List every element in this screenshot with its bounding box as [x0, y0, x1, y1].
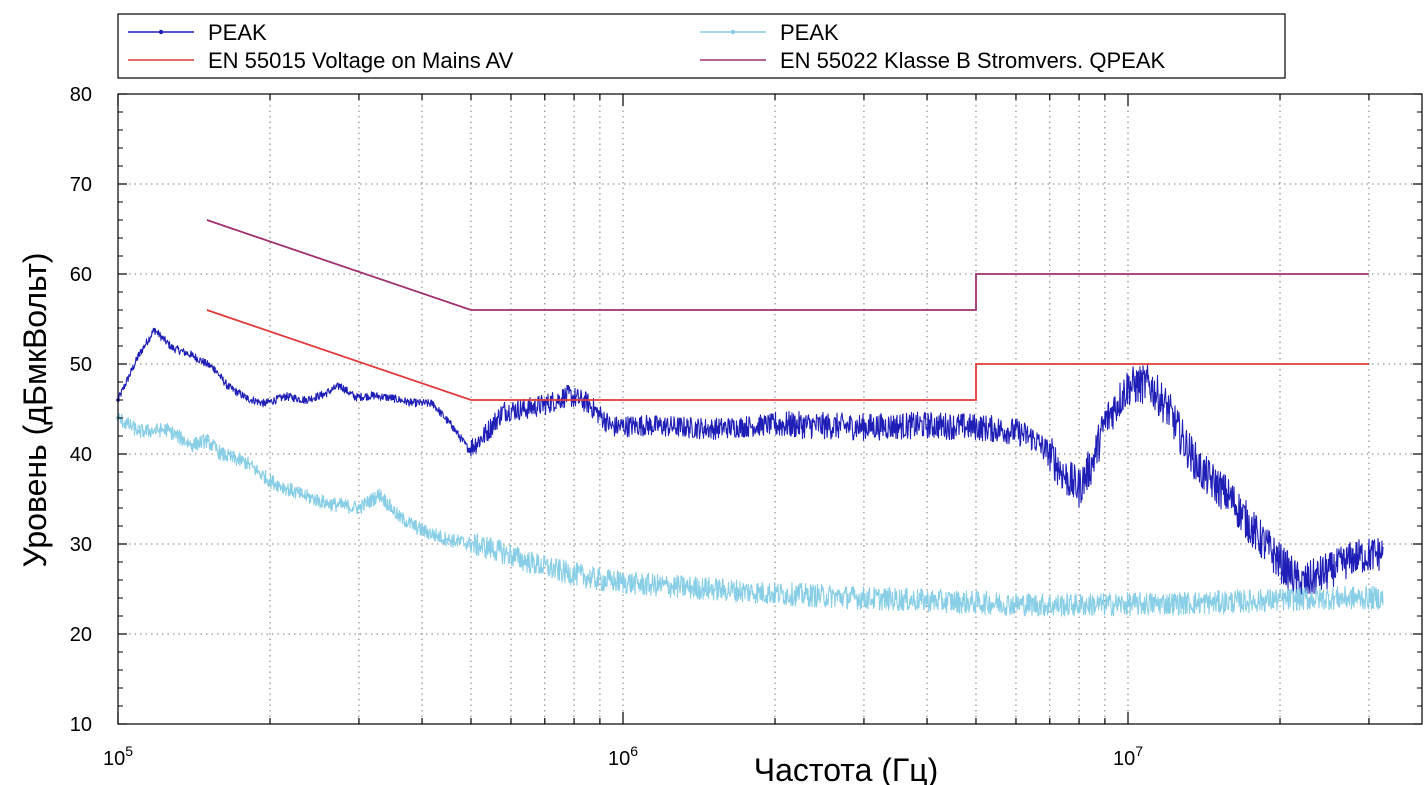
data-point [378, 492, 382, 497]
data-point [245, 396, 249, 401]
series-4 [206, 219, 1369, 311]
data-point [165, 427, 169, 432]
data-point [420, 528, 424, 533]
data-point [205, 438, 209, 443]
legend-box [117, 13, 1286, 79]
data-point [298, 492, 303, 497]
x-tick-label: 106 [608, 743, 638, 770]
series-2 [116, 412, 1384, 617]
x-tick-label: 107 [1113, 743, 1143, 770]
legend-item: EN 55015 Voltage on Mains AV [128, 48, 514, 73]
data-point [226, 384, 230, 389]
legend-item: PEAK [128, 20, 267, 45]
legend: PEAK PEAK EN 55015 Voltage on Mains AV EN 5… [117, 13, 1286, 79]
data-point [284, 394, 288, 399]
legend-label: EN 55015 Voltage on Mains AV [208, 48, 514, 73]
data-point [357, 506, 361, 510]
series-line [206, 219, 1369, 311]
data-point [268, 479, 272, 483]
legend-marker [158, 29, 164, 35]
data-point [390, 396, 395, 401]
series-3 [206, 309, 1369, 401]
series-layer [116, 219, 1384, 617]
y-tick-label: 70 [70, 174, 92, 196]
legend-label: PEAK [780, 20, 839, 45]
data-point [397, 515, 401, 519]
data-point [219, 452, 223, 456]
data-point [469, 542, 473, 546]
y-tick-label: 20 [70, 624, 92, 646]
data-point [170, 346, 174, 350]
data-point [325, 501, 330, 506]
x-tick-label: 105 [103, 743, 133, 770]
data-point [303, 398, 308, 402]
axes: 10 20 30 40 50 60 70 80 105 106 107 [70, 84, 1423, 770]
series-line [206, 309, 1369, 401]
data-point [245, 461, 249, 465]
y-tick-label: 30 [70, 534, 92, 556]
data-point [430, 401, 435, 406]
series-line [117, 327, 1384, 601]
data-point [212, 366, 216, 371]
data-point [450, 425, 455, 429]
legend-item: PEAK [700, 20, 839, 45]
y-tick-label: 10 [70, 714, 92, 736]
series-1 [116, 327, 1384, 601]
x-axis-title: Частота (Гц) [754, 752, 938, 785]
legend-marker [730, 29, 736, 35]
data-point [408, 400, 413, 405]
data-point [262, 401, 267, 406]
data-point [189, 443, 194, 447]
data-point [371, 393, 375, 398]
legend-label: EN 55022 Klasse B Stromvers. QPEAK [780, 48, 1165, 73]
y-tick-label: 80 [70, 84, 92, 106]
plot-frame [117, 93, 1423, 725]
data-point [466, 447, 471, 452]
data-point [137, 429, 141, 434]
series-line [117, 412, 1384, 617]
y-tick-label: 60 [70, 264, 92, 286]
y-tick-label: 40 [70, 444, 92, 466]
grid [118, 94, 1422, 724]
y-axis-title: Уровень (дБмкВольт) [17, 252, 53, 567]
data-point [137, 353, 141, 357]
data-point [152, 328, 157, 332]
data-point [321, 392, 326, 397]
y-tick-label: 50 [70, 354, 92, 376]
data-point [338, 383, 342, 388]
data-point [189, 353, 194, 357]
data-point [446, 537, 450, 542]
data-point [353, 395, 358, 400]
legend-item: EN 55022 Klasse B Stromvers. QPEAK [700, 48, 1165, 73]
legend-label: PEAK [208, 20, 267, 45]
